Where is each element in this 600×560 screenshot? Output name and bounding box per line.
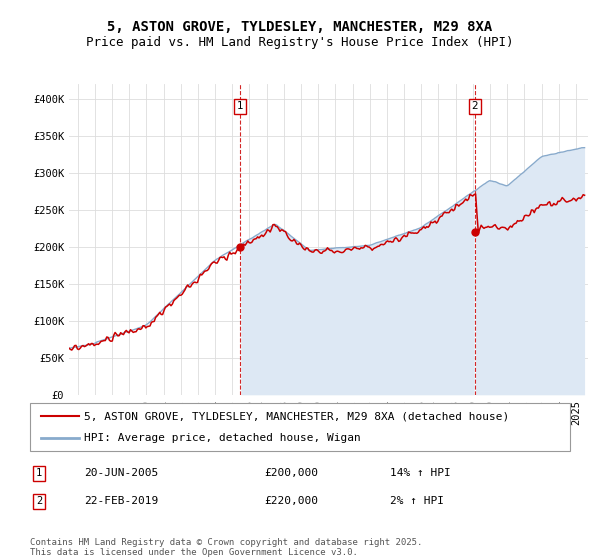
Text: 1: 1 [36,468,42,478]
FancyBboxPatch shape [30,403,570,451]
Text: 20-JUN-2005: 20-JUN-2005 [84,468,158,478]
Text: £220,000: £220,000 [264,496,318,506]
Text: 2% ↑ HPI: 2% ↑ HPI [390,496,444,506]
Text: 22-FEB-2019: 22-FEB-2019 [84,496,158,506]
Text: 14% ↑ HPI: 14% ↑ HPI [390,468,451,478]
Text: 2: 2 [36,496,42,506]
Text: 2: 2 [472,101,478,111]
Text: 1: 1 [237,101,244,111]
Text: £200,000: £200,000 [264,468,318,478]
Text: Contains HM Land Registry data © Crown copyright and database right 2025.
This d: Contains HM Land Registry data © Crown c… [30,538,422,557]
Text: 5, ASTON GROVE, TYLDESLEY, MANCHESTER, M29 8XA (detached house): 5, ASTON GROVE, TYLDESLEY, MANCHESTER, M… [84,411,509,421]
Text: HPI: Average price, detached house, Wigan: HPI: Average price, detached house, Wiga… [84,433,361,443]
Text: Price paid vs. HM Land Registry's House Price Index (HPI): Price paid vs. HM Land Registry's House … [86,36,514,49]
Text: 5, ASTON GROVE, TYLDESLEY, MANCHESTER, M29 8XA: 5, ASTON GROVE, TYLDESLEY, MANCHESTER, M… [107,20,493,34]
